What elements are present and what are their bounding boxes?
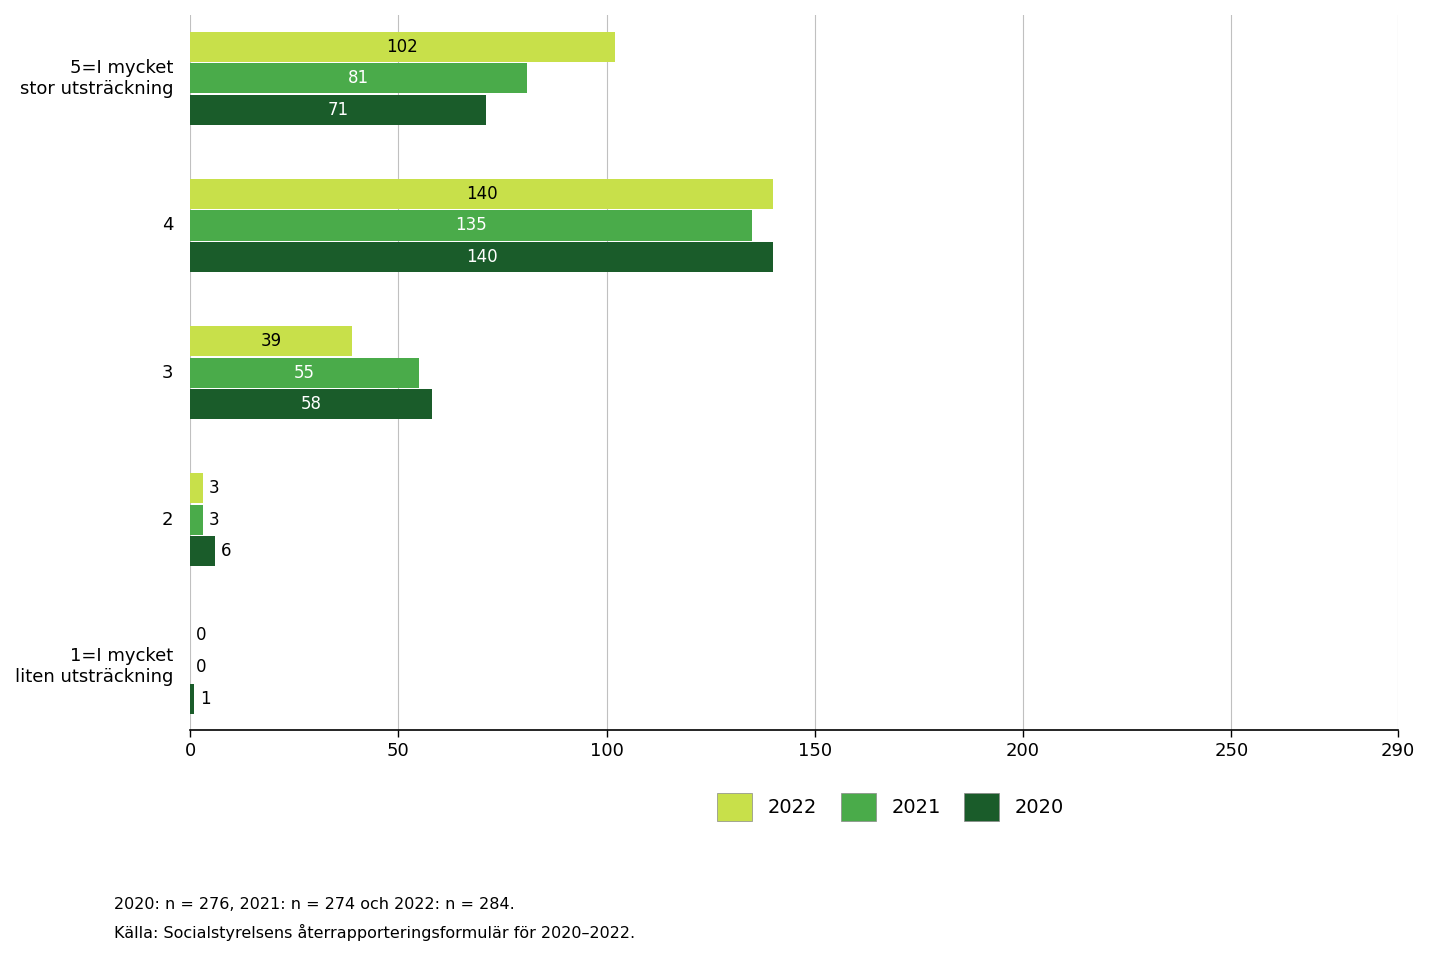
Text: 2020: n = 276, 2021: n = 274 och 2022: n = 284.: 2020: n = 276, 2021: n = 274 och 2022: n… [114,896,515,912]
Bar [190,473,203,503]
Legend: 2022, 2021, 2020: 2022, 2021, 2020 [718,793,1064,820]
Text: 6: 6 [222,542,232,561]
Text: 102: 102 [386,38,419,56]
Text: 3: 3 [209,510,219,529]
Bar [190,537,214,566]
Text: 55: 55 [295,364,315,381]
Text: 58: 58 [300,396,322,413]
Text: 0: 0 [196,658,207,675]
Bar [190,326,352,356]
Bar [190,683,194,713]
Text: 71: 71 [327,101,349,119]
Text: 140: 140 [466,185,498,203]
Text: 135: 135 [455,216,488,234]
Text: 1: 1 [200,690,212,707]
Bar [190,64,528,94]
Bar [190,210,752,240]
Text: 39: 39 [260,332,282,350]
Bar [190,505,203,535]
Bar [190,179,774,208]
Text: 140: 140 [466,248,498,266]
Text: 0: 0 [196,626,207,645]
Bar [190,389,432,420]
Bar [190,242,774,272]
Bar [190,358,419,388]
Text: 81: 81 [347,69,369,88]
Text: Källa: Socialstyrelsens återrapporteringsformulär för 2020–2022.: Källa: Socialstyrelsens återrapportering… [114,924,635,941]
Bar [190,95,486,125]
Bar [190,32,615,62]
Text: 3: 3 [209,479,219,497]
